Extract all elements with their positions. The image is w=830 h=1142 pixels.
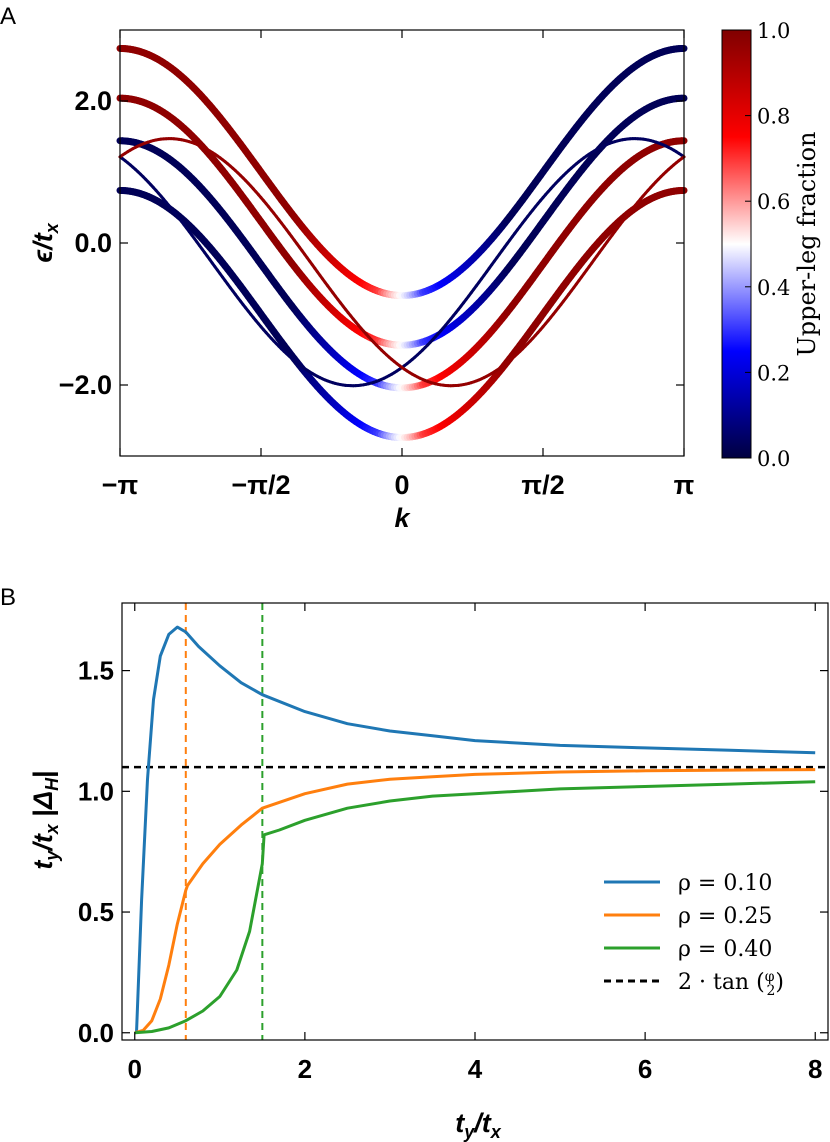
- delta-h-curves: [122, 603, 828, 1040]
- y-tick-label-a: −2.0: [59, 370, 112, 400]
- svg-text:ϵ/tx: ϵ/tx: [28, 222, 62, 262]
- panel-b: B 0 2 4 6 8 0.0 0.5 1.0 1.5 ty/tx ty/tx |ΔH| ρ …: [0, 584, 829, 1142]
- colorbar-tick-label: 1.0: [757, 19, 790, 43]
- band-4: [118, 137, 686, 388]
- x-tick-label-a: −π: [102, 470, 138, 500]
- x-tick-label-b: 6: [638, 1054, 652, 1084]
- colorbar-ticks: 0.0 0.2 0.4 0.6 0.8 1.0: [745, 19, 790, 471]
- y-tick-label-a: 2.0: [74, 86, 112, 116]
- svg-text:ty/tx |ΔH|: ty/tx |ΔH|: [28, 770, 62, 869]
- colorbar-tick-label: 0.6: [757, 190, 790, 214]
- colorbar-label: Upper-leg fraction: [793, 132, 821, 357]
- band-1: [116, 94, 688, 349]
- y-axis-label-b: ty/tx |ΔH|: [28, 770, 62, 869]
- colorbar-tick-label: 0.0: [757, 447, 790, 471]
- x-tick-label-b: 0: [128, 1054, 142, 1084]
- x-tick-label-a: −π/2: [232, 470, 291, 500]
- legend-label: 2 · tan (φ 2): [678, 969, 784, 999]
- legend: ρ = 0.10 ρ = 0.25 ρ = 0.40 2 · tan (φ 2): [604, 871, 784, 999]
- series-line-2: [134, 780, 816, 1035]
- x-tick-label-a: π/2: [521, 470, 564, 500]
- y-tick-label-b: 0.5: [78, 897, 114, 927]
- y-ticks-a: −2.0 0.0 2.0: [59, 86, 684, 400]
- panel-label-a: A: [0, 3, 16, 30]
- x-tick-label-b: 2: [298, 1054, 312, 1084]
- legend-label: ρ = 0.25: [678, 904, 772, 929]
- svg-text:Upper-leg fraction: Upper-leg fraction: [793, 132, 821, 357]
- x-ticks-a: −π −π/2 0 π/2 π: [102, 30, 695, 500]
- x-tick-label-b: 4: [468, 1054, 483, 1084]
- series-line-1: [134, 768, 816, 1035]
- y-axis-label-a: ϵ/tx: [28, 222, 62, 262]
- band-5: [118, 137, 686, 388]
- legend-frac-den: 2: [767, 983, 776, 999]
- colorbar: [721, 29, 752, 459]
- legend-paren: ): [775, 970, 784, 995]
- y-ticks-b: 0.0 0.5 1.0 1.5: [78, 656, 828, 1048]
- band-0: [116, 44, 688, 300]
- y-tick-label-b: 1.5: [78, 656, 114, 686]
- colorbar-tick-label: 0.4: [757, 276, 790, 300]
- series-line-0: [135, 625, 816, 1033]
- legend-label: ρ = 0.10: [678, 871, 772, 896]
- y-tick-label-b: 0.0: [78, 1018, 114, 1048]
- y-tick-label-b: 1.0: [78, 776, 114, 806]
- panel-label-b: B: [0, 584, 16, 611]
- x-tick-label-b: 8: [808, 1054, 822, 1084]
- x-tick-label-a: π: [674, 470, 695, 500]
- colorbar-tick-label: 0.2: [757, 361, 790, 385]
- colorbar-tick-label: 0.8: [757, 105, 790, 129]
- x-tick-label-a: 0: [394, 470, 409, 500]
- legend-frac-num: φ: [765, 969, 775, 985]
- panel-a: A −π −π/2 0 π/2 π −2.00.02.0 k ϵ/tx 0.00.20.…: [0, 3, 821, 533]
- band-3: [116, 186, 688, 442]
- legend-label: ρ = 0.40: [678, 937, 772, 962]
- x-ticks-b: 0 2 4 6 8: [128, 603, 822, 1084]
- band-structure-curves: [116, 44, 688, 442]
- band-2: [116, 137, 688, 392]
- y-tick-label-a: 0.0: [74, 228, 112, 258]
- x-axis-label-b: ty/tx: [455, 1108, 502, 1142]
- x-axis-label-a: k: [394, 503, 411, 533]
